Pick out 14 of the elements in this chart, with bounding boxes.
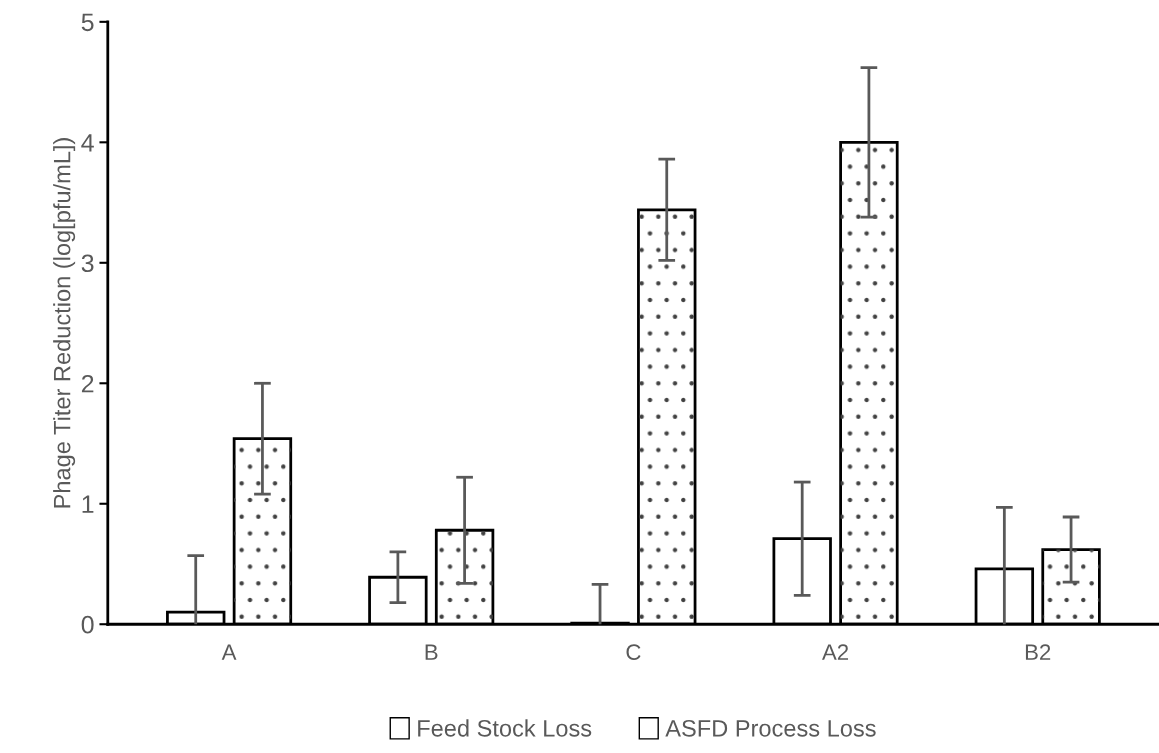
x-tick-label: B (425, 644, 438, 660)
y-tick-label: 3 (81, 254, 94, 273)
legend-label: ASFD Process Loss (665, 719, 876, 737)
legend-label: Feed Stock Loss (418, 719, 592, 737)
y-axis-title: Phage Titer Reduction (log[pfu/mL]) (53, 138, 76, 508)
y-tick-label: 0 (81, 615, 94, 634)
y-tick-label: 5 (81, 13, 94, 32)
x-tick-label: A2 (822, 644, 849, 660)
y-tick-label: 2 (81, 374, 94, 393)
y-tick-label: 4 (81, 134, 94, 152)
x-tick-label: A (221, 644, 237, 660)
y-tick-label: 1 (82, 495, 94, 513)
x-tick-label: C (626, 644, 641, 660)
x-tick-label: B2 (1025, 644, 1051, 660)
